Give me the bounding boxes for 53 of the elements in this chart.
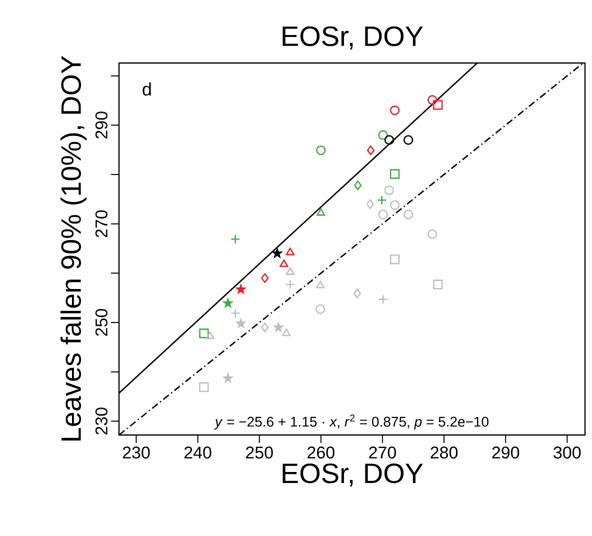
y-tick-label: 230	[95, 408, 108, 435]
y-tick-label: 290	[95, 112, 108, 138]
x-tick-label: 260	[308, 446, 334, 459]
y-axis-title: Leaves fallen 90% (10%), DOY	[60, 56, 87, 440]
point	[199, 382, 209, 392]
point	[403, 210, 414, 220]
point	[433, 100, 443, 110]
point	[223, 298, 233, 308]
point	[236, 284, 246, 294]
point	[199, 328, 209, 338]
point	[261, 273, 269, 283]
x-tick-label: 300	[554, 446, 581, 459]
point	[261, 322, 269, 332]
point	[366, 199, 374, 209]
point	[390, 254, 400, 264]
point	[427, 229, 438, 240]
chart-title: EOSr, DOY	[282, 26, 423, 50]
point	[378, 210, 388, 220]
point	[280, 259, 288, 268]
point	[390, 106, 400, 116]
point	[274, 322, 284, 332]
x-tick-label: 250	[246, 446, 273, 459]
point	[316, 208, 326, 216]
point	[390, 169, 400, 179]
point	[390, 200, 400, 210]
text: y = −25.6 + 1.15 · x, r$^{2}$ = 0.875, p = 5.2e−10	[214, 414, 488, 430]
x-axis-title: EOSr, DOY	[282, 463, 423, 487]
point	[427, 95, 438, 105]
point	[223, 373, 233, 382]
point	[286, 248, 294, 256]
point	[366, 145, 375, 156]
point	[403, 135, 414, 145]
point	[384, 135, 394, 145]
point	[286, 267, 294, 275]
point	[236, 318, 246, 328]
point	[378, 130, 388, 140]
x-tick-label: 290	[492, 446, 520, 459]
point	[315, 304, 326, 314]
point	[433, 280, 443, 290]
annotation: d	[142, 82, 151, 96]
x-tick-label: 240	[184, 446, 212, 459]
x-tick-label: 270	[369, 446, 396, 459]
point	[316, 280, 325, 288]
x-tick-label: 230	[122, 446, 150, 459]
point	[282, 328, 291, 336]
point	[384, 185, 394, 196]
y-tick-label: 270	[95, 210, 108, 238]
point	[354, 180, 362, 190]
point	[316, 145, 326, 156]
point	[353, 288, 362, 298]
y-tick-label: 250	[95, 308, 108, 336]
point	[206, 331, 214, 340]
x-tick-label: 280	[430, 446, 458, 459]
